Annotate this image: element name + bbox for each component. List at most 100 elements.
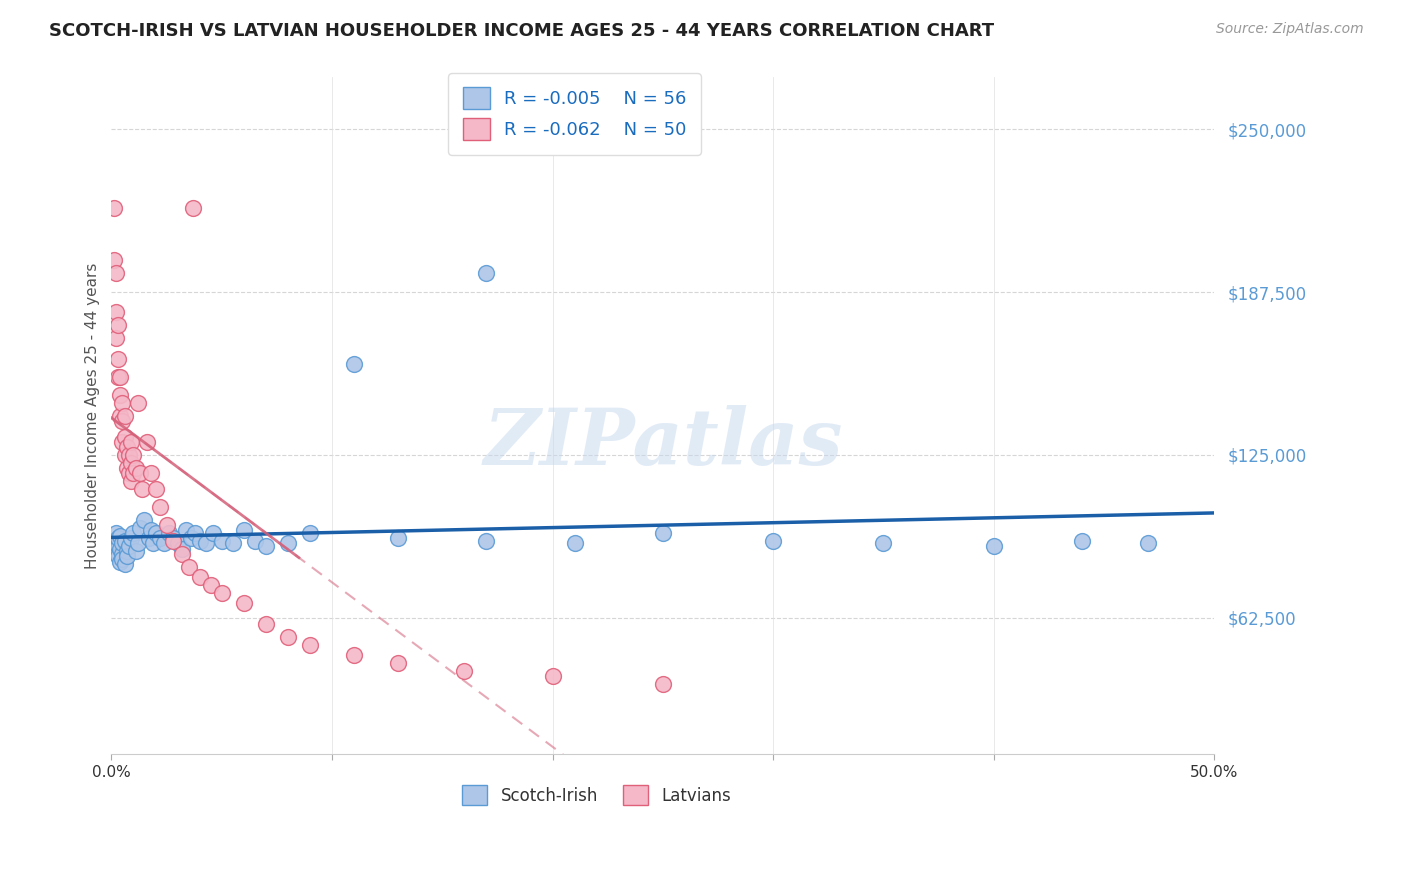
Point (232, 596, 254, 610)
Point (138, 531, 160, 545)
Point (564, 536, 586, 550)
Point (118, 448, 141, 462)
Point (1070, 533, 1092, 548)
Point (129, 521, 152, 535)
Point (111, 396, 134, 410)
Point (170, 541, 193, 556)
Point (651, 677, 673, 691)
Point (200, 578, 222, 592)
Legend: Scotch-Irish, Latvians: Scotch-Irish, Latvians (454, 777, 740, 814)
Point (107, 549, 129, 564)
Point (162, 531, 184, 545)
Point (232, 524, 254, 538)
Point (107, 539, 129, 553)
Point (475, 533, 498, 548)
Point (162, 533, 184, 548)
Point (111, 536, 134, 550)
Point (129, 466, 152, 480)
Point (181, 201, 204, 215)
Point (872, 536, 894, 550)
Point (453, 664, 475, 678)
Text: Source: ZipAtlas.com: Source: ZipAtlas.com (1216, 22, 1364, 37)
Text: SCOTCH-IRISH VS LATVIAN HOUSEHOLDER INCOME AGES 25 - 44 YEARS CORRELATION CHART: SCOTCH-IRISH VS LATVIAN HOUSEHOLDER INCO… (49, 22, 994, 40)
Point (110, 528, 132, 542)
Point (120, 434, 142, 449)
Point (195, 536, 218, 550)
Point (139, 524, 162, 538)
Point (254, 539, 277, 553)
Point (110, 369, 132, 384)
Point (124, 544, 146, 558)
Point (120, 474, 142, 488)
Point (142, 536, 165, 550)
Point (104, 304, 127, 318)
Point (122, 466, 145, 480)
Point (127, 536, 149, 550)
Point (541, 669, 564, 683)
Point (1137, 536, 1160, 550)
Point (298, 525, 321, 540)
Point (120, 456, 142, 470)
Point (298, 638, 321, 652)
Point (651, 525, 673, 540)
Point (114, 448, 136, 462)
Point (983, 539, 1005, 553)
Point (387, 531, 409, 545)
Point (124, 461, 146, 475)
Point (149, 531, 172, 545)
Point (103, 201, 125, 215)
Point (115, 440, 138, 454)
Point (131, 482, 153, 496)
Point (762, 533, 785, 548)
Point (104, 544, 127, 558)
Point (277, 630, 299, 644)
Point (184, 525, 207, 540)
Point (166, 536, 188, 550)
Point (188, 533, 211, 548)
Point (180, 531, 202, 545)
Point (177, 559, 200, 574)
Point (387, 656, 409, 670)
Text: ZIPatlas: ZIPatlas (484, 405, 842, 481)
Point (111, 547, 134, 561)
Point (211, 533, 233, 548)
Point (107, 369, 129, 384)
Point (114, 409, 136, 423)
Point (115, 461, 138, 475)
Point (103, 252, 125, 267)
Point (111, 414, 134, 428)
Point (104, 331, 127, 345)
Point (157, 525, 180, 540)
Point (222, 536, 245, 550)
Point (176, 524, 198, 538)
Point (118, 539, 141, 553)
Point (277, 536, 299, 550)
Point (145, 525, 167, 540)
Point (134, 513, 156, 527)
Point (104, 525, 127, 540)
Point (111, 552, 134, 566)
Point (122, 525, 145, 540)
Point (343, 357, 366, 371)
Point (103, 533, 125, 548)
Point (107, 351, 129, 366)
Point (127, 396, 149, 410)
Point (122, 448, 145, 462)
Point (107, 531, 129, 545)
Point (343, 648, 366, 663)
Point (118, 466, 141, 480)
Point (110, 409, 132, 423)
Point (145, 482, 167, 496)
Point (110, 388, 132, 402)
Point (139, 466, 162, 480)
Point (120, 531, 142, 545)
Point (104, 266, 127, 280)
Point (475, 266, 498, 280)
Y-axis label: Householder Income Ages 25 - 44 years: Householder Income Ages 25 - 44 years (86, 262, 100, 569)
Point (153, 536, 176, 550)
Point (115, 544, 138, 558)
Point (107, 318, 129, 332)
Point (110, 555, 132, 569)
Point (243, 533, 266, 548)
Point (114, 430, 136, 444)
